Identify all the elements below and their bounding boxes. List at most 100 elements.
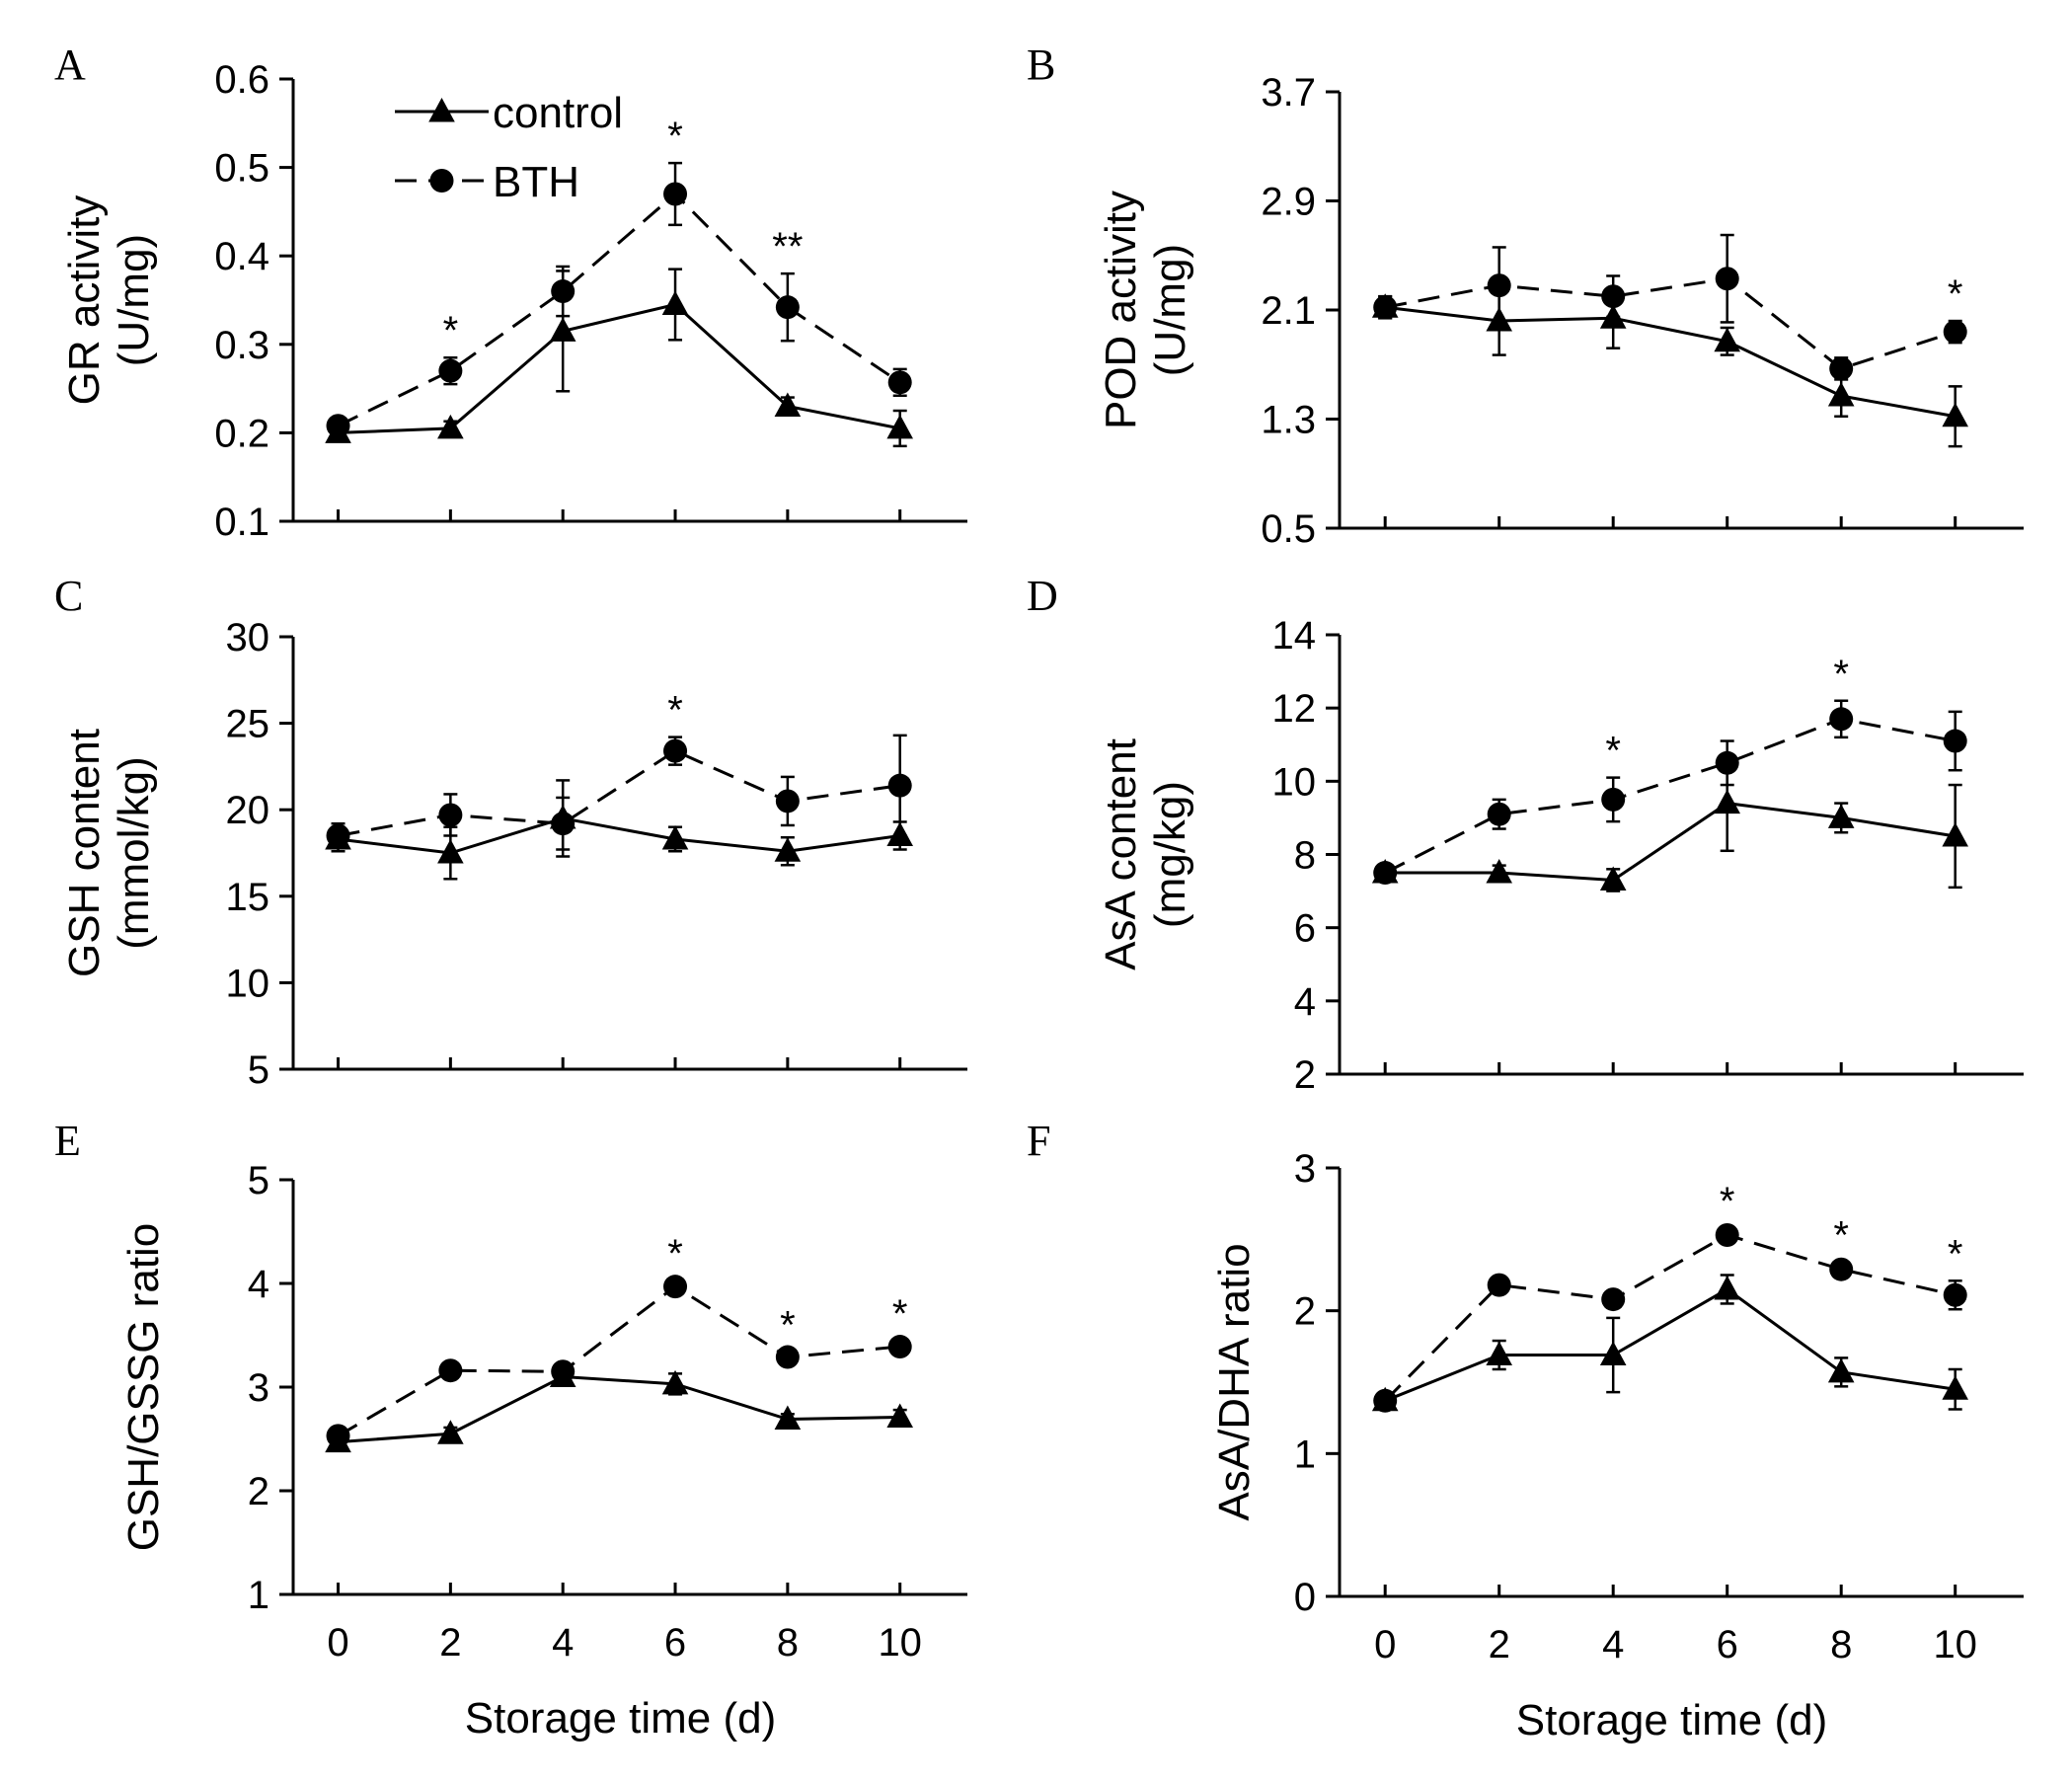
y-tick-label: 10 xyxy=(1272,760,1317,804)
series-bth xyxy=(1373,1222,1967,1413)
data-point-triangle xyxy=(886,414,913,439)
data-point-triangle xyxy=(661,1369,689,1395)
significance-marker: * xyxy=(667,115,683,158)
data-point-circle xyxy=(1715,1222,1739,1247)
panel-d: D 2 4 6 8 10 12 14 AsA content (mg/kg) * * xyxy=(1027,572,2024,1097)
data-point-circle xyxy=(1373,1388,1398,1413)
x-tick-label: 4 xyxy=(1602,1623,1624,1666)
data-point-triangle xyxy=(1942,821,1968,847)
x-axis-label: Storage time (d) xyxy=(465,1694,776,1743)
data-point-triangle xyxy=(1827,382,1855,407)
data-point-triangle xyxy=(1714,789,1740,814)
data-point-triangle xyxy=(1486,859,1512,884)
series-line xyxy=(1384,1233,1957,1402)
series-line xyxy=(1385,305,1956,419)
x-tick-label: 8 xyxy=(1830,1623,1852,1666)
data-point-triangle xyxy=(1599,1341,1627,1366)
data-point-circle xyxy=(775,295,800,320)
axes xyxy=(291,1180,967,1596)
series-line xyxy=(338,816,900,855)
y-tick-label: 25 xyxy=(226,703,270,746)
panel-letter: C xyxy=(54,572,83,620)
data-point-circle xyxy=(1601,284,1626,309)
series-line xyxy=(1385,802,1956,882)
x-axis-label: Storage time (d) xyxy=(1516,1696,1827,1744)
legend-marker-triangle xyxy=(428,98,455,122)
data-point-circle xyxy=(1715,750,1739,775)
significance-marker: ** xyxy=(772,225,803,269)
significance-marker: * xyxy=(780,1303,796,1347)
y-tick-label: 14 xyxy=(1272,614,1317,658)
y-tick-label: 0.5 xyxy=(1261,507,1316,551)
data-point-circle xyxy=(663,738,688,763)
y-axis-label: GSH/GSSG ratio xyxy=(119,1223,168,1552)
y-tick-label: 0.2 xyxy=(214,412,269,455)
legend-label-control: control xyxy=(493,89,623,137)
data-point-circle xyxy=(1373,295,1398,320)
data-point-triangle xyxy=(437,414,464,439)
data-point-circle xyxy=(1487,1273,1511,1297)
data-point-circle xyxy=(1829,707,1854,732)
data-point-circle xyxy=(1715,267,1739,291)
data-point-triangle xyxy=(1827,1357,1855,1383)
data-point-circle xyxy=(438,1358,463,1383)
data-point-circle xyxy=(1943,729,1967,753)
x-tick-label: 10 xyxy=(1933,1623,1977,1666)
y-tick-label: 20 xyxy=(226,789,270,832)
data-point-triangle xyxy=(437,839,464,864)
series-bth xyxy=(1373,699,1967,886)
x-tick-label: 8 xyxy=(777,1621,799,1665)
panel-e: E 1 2 3 4 5 0 2 4 6 8 10 GSH/GSSG ratio Storage time … xyxy=(54,1117,967,1743)
data-point-circle xyxy=(1487,273,1511,298)
y-tick-label: 5 xyxy=(248,1159,269,1202)
series-control xyxy=(325,268,913,448)
panel-b: B 0.5 1.3 2.1 2.9 3.7 POD activity (U/mg) * xyxy=(1027,40,2024,551)
panel-letter: A xyxy=(54,40,86,89)
y-tick-label: 3 xyxy=(1294,1147,1316,1191)
significance-marker: * xyxy=(667,689,683,733)
series-line xyxy=(1384,276,1957,371)
y-tick-label: 4 xyxy=(1294,980,1316,1024)
data-point-triangle xyxy=(1486,1341,1512,1366)
x-tick-label: 0 xyxy=(327,1621,348,1665)
data-point-circle xyxy=(1373,861,1398,886)
panel-letter: F xyxy=(1027,1117,1050,1165)
data-point-circle xyxy=(663,1275,688,1299)
y-axis-label: AsA content xyxy=(1097,738,1145,970)
y-tick-label: 2 xyxy=(1294,1053,1316,1097)
y-tick-label: 30 xyxy=(226,616,270,659)
y-axis-label: AsA/DHA ratio xyxy=(1210,1243,1259,1520)
data-point-triangle xyxy=(1599,866,1627,891)
significance-marker: * xyxy=(1720,1180,1735,1223)
y-tick-label: 1 xyxy=(248,1574,269,1617)
y-tick-label: 0.3 xyxy=(214,324,269,367)
data-point-circle xyxy=(551,279,576,304)
y-tick-label: 0 xyxy=(1294,1576,1316,1619)
series-line xyxy=(338,302,900,434)
series-bth xyxy=(326,161,912,438)
significance-marker: * xyxy=(443,309,459,352)
series-line xyxy=(337,192,901,427)
data-point-circle xyxy=(1829,1257,1854,1281)
significance-marker: * xyxy=(892,1292,908,1336)
series-bth xyxy=(326,734,912,851)
y-tick-label: 0.5 xyxy=(214,147,269,191)
data-point-circle xyxy=(887,773,912,798)
data-point-triangle xyxy=(661,824,689,850)
significance-marker: * xyxy=(1948,272,1963,316)
significance-marker: * xyxy=(1948,1232,1963,1276)
series-bth xyxy=(326,1275,912,1448)
data-point-triangle xyxy=(1942,402,1968,427)
data-point-triangle xyxy=(1942,1375,1968,1400)
axes xyxy=(1338,92,2024,530)
y-axis-label: GR activity xyxy=(60,195,109,406)
significance-marker: * xyxy=(1833,1213,1849,1257)
y-tick-label: 1 xyxy=(1294,1433,1316,1476)
y-tick-label: 2 xyxy=(248,1470,269,1513)
data-point-circle xyxy=(663,182,688,206)
y-tick-label: 0.4 xyxy=(214,235,269,278)
data-point-circle xyxy=(1943,320,1967,345)
data-point-triangle xyxy=(661,290,689,315)
data-point-circle xyxy=(326,823,350,848)
y-tick-label: 2.1 xyxy=(1261,289,1316,333)
